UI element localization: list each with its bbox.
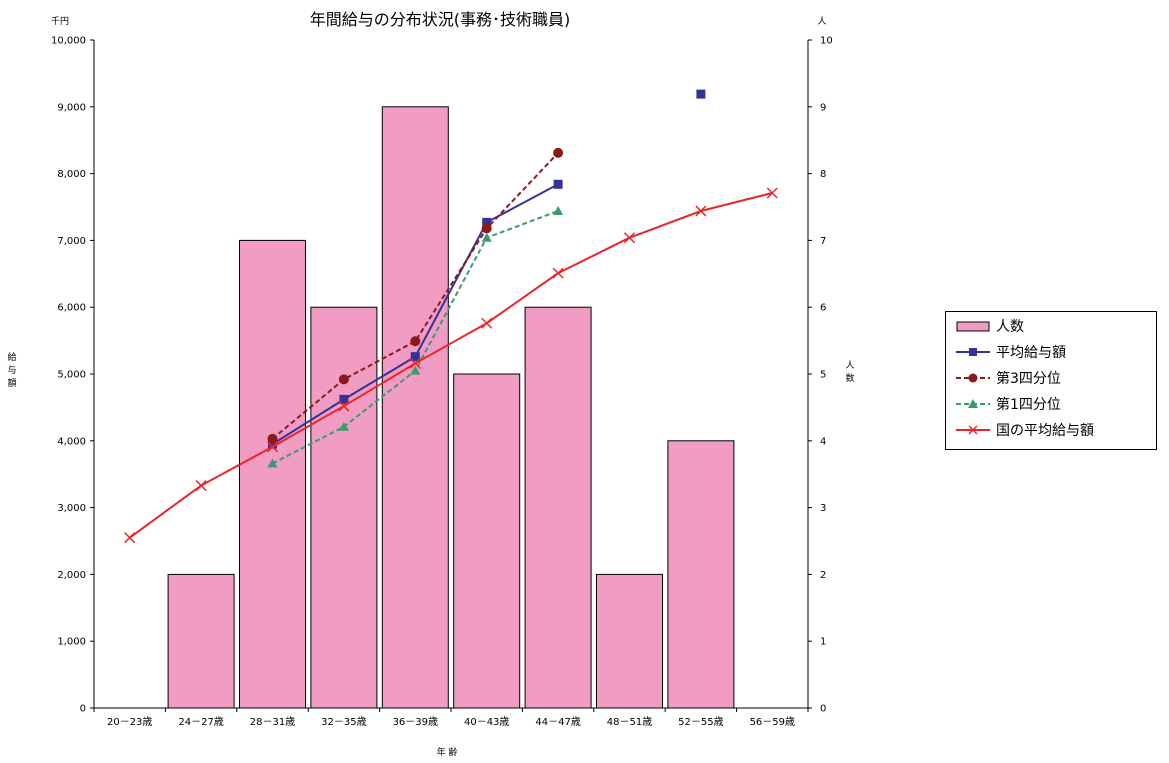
left-tick-label-5: 5,000 (57, 370, 86, 381)
line-national-avg (129, 192, 773, 539)
left-tick-label-8: 8,000 (57, 169, 86, 180)
left-tick-label-4: 4,000 (57, 436, 86, 447)
bar-count-5 (453, 373, 521, 709)
left-tick-label-2: 2,000 (57, 570, 86, 581)
point-avg-salary-4 (410, 352, 420, 362)
svg-text:人数: 人数 (845, 360, 854, 384)
line-layer (124, 89, 778, 544)
right-axis-title: 人数 (845, 360, 854, 384)
point-national-avg-7 (623, 232, 636, 244)
right-tick-label-5: 5 (820, 370, 826, 381)
legend-label-count: 人数 (996, 319, 1024, 335)
bar-count-3 (310, 306, 378, 709)
point-third-quartile-6 (553, 147, 564, 158)
legend-item-count: 人数 (954, 315, 1024, 337)
point-first-quartile-3 (338, 421, 349, 431)
legend-item-national-avg: 国の平均給与額 (954, 419, 1094, 441)
x-tick-label-6: 44－47歳 (535, 716, 580, 728)
right-tick-label-3: 3 (820, 503, 826, 514)
point-first-quartile-4 (410, 365, 421, 375)
point-avg-salary-5 (482, 217, 492, 227)
x-tick-label-9: 56－59歳 (750, 716, 795, 728)
point-national-avg-2 (266, 441, 279, 453)
legend-item-first-quartile: 第1四分位 (954, 393, 1061, 415)
legend-item-third-quartile: 第3四分位 (954, 367, 1061, 389)
point-national-avg-0 (124, 532, 136, 544)
point-avg-salary-3 (339, 394, 349, 404)
bar-count-2 (239, 239, 306, 709)
point-avg-salary-8 (696, 89, 706, 99)
legend-swatch-first-quartile (956, 399, 990, 408)
x-tick-label-8: 52－55歳 (678, 716, 723, 728)
x-tick-label-0: 20－23歳 (107, 716, 152, 728)
right-tick-label-1: 1 (820, 637, 826, 648)
right-tick-label-4: 4 (820, 436, 826, 447)
x-tick-label-4: 36－39歳 (393, 716, 438, 728)
chart-title: 年間給与の分布状況(事務･技術職員) (310, 10, 571, 29)
x-tick-label-7: 48－51歳 (607, 716, 652, 728)
left-tick-label-6: 6,000 (57, 303, 86, 314)
left-tick-label-1: 1,000 (57, 637, 86, 648)
bar-layer (167, 106, 735, 709)
point-avg-salary-6 (553, 179, 563, 189)
point-national-avg-5 (481, 317, 493, 329)
point-avg-salary-2 (268, 439, 277, 449)
legend-swatch-national-avg (956, 425, 990, 435)
bar-count-1 (167, 573, 235, 709)
left-tick-label-0: 0 (80, 704, 86, 715)
x-tick-label-1: 24－27歳 (178, 716, 223, 728)
x-tick-label-2: 28－31歳 (250, 716, 295, 728)
bar-count-8 (667, 440, 735, 709)
point-third-quartile-2 (267, 433, 278, 444)
x-tick-label-3: 32－35歳 (321, 716, 366, 728)
point-national-avg-1 (195, 480, 207, 492)
x-tick-label-5: 40－43歳 (464, 716, 509, 728)
point-national-avg-6 (552, 267, 564, 279)
bar-count-7 (596, 573, 663, 709)
legend-swatch-count (956, 321, 990, 332)
left-tick-label-7: 7,000 (57, 236, 86, 247)
x-axis-title: 年 齢 (437, 746, 458, 758)
point-third-quartile-3 (338, 374, 349, 385)
left-tick-label-9: 9,000 (57, 102, 86, 113)
bar-count-4 (381, 106, 449, 709)
legend-label-third-quartile: 第3四分位 (996, 371, 1061, 387)
left-axis-title: 給与額 (7, 351, 16, 389)
legend-label-national-avg: 国の平均給与額 (996, 423, 1094, 439)
left-axis-unit: 千円 (51, 16, 69, 27)
right-tick-label-0: 0 (820, 704, 826, 715)
legend-label-first-quartile: 第1四分位 (996, 397, 1061, 413)
bar-count-6 (524, 306, 592, 709)
point-national-avg-3 (338, 400, 350, 412)
left-tick-label-3: 3,000 (57, 503, 86, 514)
right-axis-unit: 人 (817, 16, 826, 27)
legend-swatch-avg-salary (956, 348, 990, 356)
legend: 人数 平均給与額 第3四分位 第1四分位 国の平均給与額 (945, 311, 1157, 450)
point-third-quartile-4 (410, 336, 421, 347)
point-first-quartile-5 (481, 232, 492, 242)
svg-text:給与額: 給与額 (7, 351, 16, 389)
tick-labels: 0 1,000 2,000 3,000 4,000 5,000 6,000 7,000 8,00… (51, 36, 833, 729)
point-national-avg-9 (766, 187, 778, 199)
legend-item-avg-salary: 平均給与額 (954, 341, 1066, 363)
right-tick-label-8: 8 (820, 169, 826, 180)
legend-swatch-third-quartile (956, 373, 990, 383)
right-tick-label-10: 10 (820, 36, 833, 47)
left-tick-label-10: 10,000 (51, 36, 86, 47)
point-national-avg-4 (409, 357, 421, 369)
right-tick-label-6: 6 (820, 303, 826, 314)
point-first-quartile-6 (553, 206, 564, 216)
point-third-quartile-5 (481, 223, 492, 234)
legend-label-avg-salary: 平均給与額 (996, 345, 1066, 361)
right-tick-label-2: 2 (820, 570, 826, 581)
axes-layer (90, 39, 812, 712)
right-tick-label-7: 7 (820, 236, 826, 247)
right-tick-label-9: 9 (820, 102, 826, 113)
point-first-quartile-2 (267, 458, 278, 468)
point-national-avg-8 (695, 205, 707, 217)
